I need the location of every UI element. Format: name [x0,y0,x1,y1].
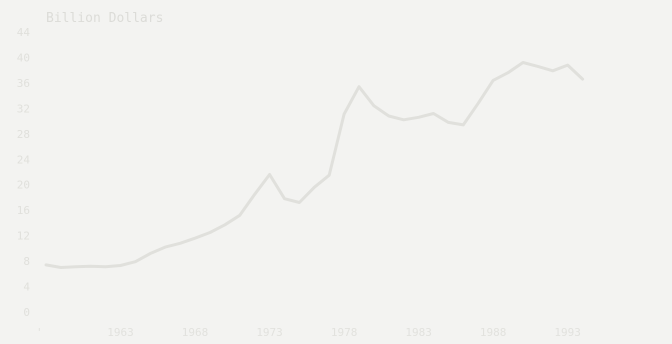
data-point [432,112,435,115]
data-point [149,252,152,255]
y-tick-label: 32 [17,102,30,115]
y-tick-label: 44 [17,26,31,39]
data-point [313,186,316,189]
data-point [581,78,584,80]
y-tick-label: 40 [17,51,30,64]
y-tick-label: 16 [17,204,30,217]
data-point [522,61,524,64]
y-tick-label: 24 [17,153,31,166]
y-tick-label: 0 [23,306,30,319]
x-tick-label: 1978 [331,326,358,339]
data-point [507,71,509,74]
data-point [164,246,167,248]
y-tick-label: 8 [23,255,30,268]
data-point [283,197,286,200]
data-point [60,266,62,269]
x-tick-label: 1988 [480,326,507,339]
data-point [89,265,92,267]
data-point [447,121,450,124]
data-point [537,65,539,68]
series-layer [44,61,585,269]
x-tick-label: 1973 [256,326,283,339]
y-tick-label: 20 [17,179,30,192]
chart-title: Billion Dollars [46,11,163,26]
data-point [462,124,465,126]
data-point [388,115,390,117]
data-point [104,266,107,268]
data-point [566,64,569,66]
y-tick-label: 4 [23,281,30,294]
x-tick-label: 1968 [182,326,209,339]
data-point [402,119,405,121]
data-point [551,70,554,72]
y-tick-label: 28 [17,128,30,141]
data-point [75,266,77,268]
x-tick-label: 1983 [405,326,432,339]
data-point [45,264,47,266]
data-point [268,173,271,176]
data-point [343,113,345,115]
y-axis: 0 4 8 12 16 20 24 28 32 36 40 44 [17,26,31,319]
x-tick-label: ' [36,326,43,339]
x-tick-label: 1993 [554,326,581,339]
data-point [194,237,196,239]
data-point [492,79,494,82]
data-point [119,264,122,267]
data-point [373,105,375,107]
data-point [238,214,241,217]
data-point [209,231,211,234]
x-axis: ' 1963 1968 1973 1978 1983 1988 1993 [36,326,581,339]
data-point [298,201,301,204]
data-point [477,102,480,105]
series-line [44,61,585,269]
data-point [253,193,256,196]
data-point [417,116,420,119]
data-point [328,174,330,176]
x-tick-label: 1963 [107,326,134,339]
y-tick-label: 12 [17,230,30,243]
data-point [224,224,226,226]
data-point [134,260,137,263]
data-point [358,85,360,88]
data-point [179,242,181,245]
y-tick-label: 36 [17,77,30,90]
